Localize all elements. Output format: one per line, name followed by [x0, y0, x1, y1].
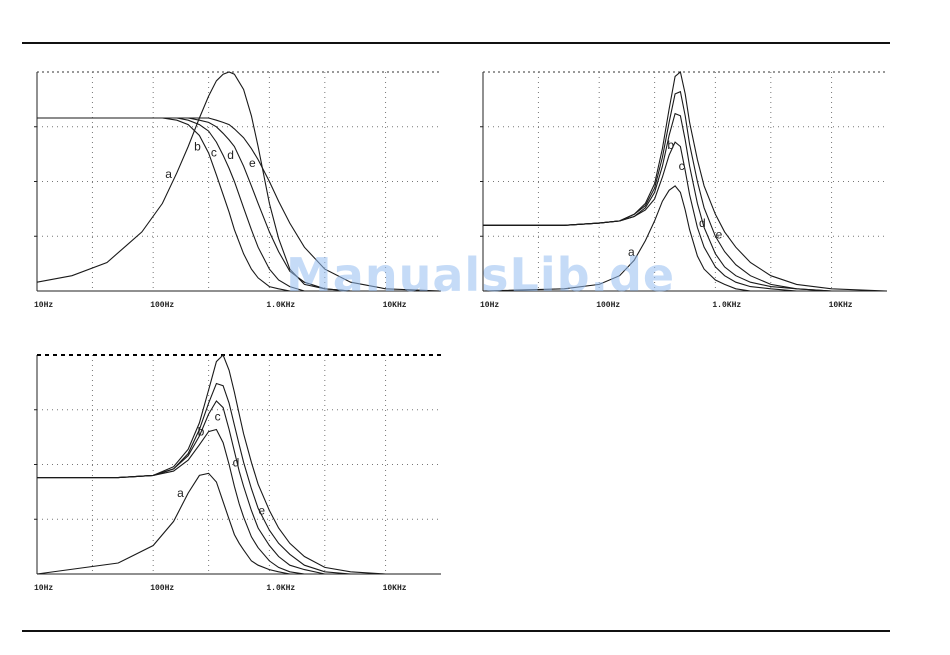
series-line-a — [36, 71, 441, 292]
top-rule — [22, 42, 890, 44]
series-line-a — [36, 472, 441, 575]
x-tick-label: 10Hz — [34, 301, 53, 310]
x-tick-label: 1.0KHz — [266, 301, 295, 310]
series-line-d — [37, 382, 441, 575]
series-label-c: c — [679, 159, 685, 173]
series-label-d: d — [233, 455, 240, 469]
chart-resonance-a: 10Hz 100Hz 1.0KHz 10KHz a bc de — [480, 70, 888, 310]
series-label-b: b — [667, 138, 674, 152]
series-label-b: b — [194, 139, 201, 153]
chart-lowpass: 10Hz 100Hz 1.0KHz 10KHz a b c d e — [34, 71, 442, 310]
x-tick-label: 1.0KHz — [266, 584, 295, 593]
series-line-e — [37, 354, 441, 575]
x-tick-label: 10KHz — [383, 584, 407, 593]
x-tick-label: 10KHz — [829, 301, 853, 310]
x-tick-label: 1.0KHz — [712, 301, 741, 310]
x-tick-label: 100Hz — [150, 301, 174, 310]
series-line-b — [37, 428, 441, 575]
series-label-a: a — [628, 245, 635, 259]
watermark: ManualsLib.de — [286, 248, 676, 302]
x-tick-label: 10KHz — [383, 301, 407, 310]
series-label-a: a — [177, 486, 184, 500]
series-line-a — [482, 185, 887, 292]
series-line-c — [37, 400, 441, 575]
x-tick-label: 10Hz — [34, 584, 53, 593]
series-label-d: d — [227, 148, 234, 162]
series-label-d: d — [699, 216, 706, 230]
x-tick-label: 100Hz — [596, 301, 620, 310]
series-label-c: c — [215, 410, 221, 424]
series-line-e — [37, 117, 442, 292]
x-tick-label: 10Hz — [480, 301, 499, 310]
x-tick-label: 100Hz — [150, 584, 174, 593]
series-label-e: e — [258, 503, 265, 517]
series-label-e: e — [249, 156, 256, 170]
series-line-c — [483, 112, 887, 292]
bottom-rule — [22, 630, 890, 632]
series-label-c: c — [211, 146, 217, 160]
series-line-e — [483, 70, 888, 292]
series-label-a: a — [165, 167, 172, 181]
series-label-e: e — [716, 228, 723, 242]
